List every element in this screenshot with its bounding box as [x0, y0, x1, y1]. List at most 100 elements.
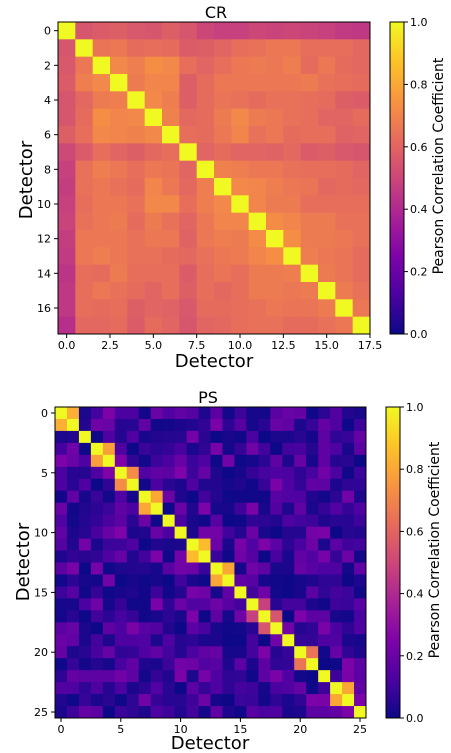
ps-cell [246, 622, 259, 635]
cr-cell [300, 56, 319, 75]
ps-cell [210, 646, 223, 659]
ps-cell [186, 706, 199, 719]
cr-cell [335, 160, 354, 179]
cr-cell [300, 74, 319, 92]
cr-cell [214, 230, 232, 248]
cr-cell [196, 126, 215, 144]
ps-cell [330, 706, 343, 719]
cr-cell [92, 282, 111, 300]
ps-cell [270, 418, 283, 432]
cr-heatmap-cells [58, 22, 371, 335]
cr-cell [248, 282, 267, 300]
ps-cell [354, 454, 367, 468]
cr-cell [300, 195, 319, 214]
ps-cell [210, 502, 223, 516]
cr-cell [231, 264, 250, 283]
cr-cell [127, 160, 146, 179]
ps-cell [318, 418, 331, 432]
ps-cell [270, 706, 283, 719]
ps-cell [150, 646, 164, 659]
ps-cell [222, 466, 235, 480]
ps-cell [90, 694, 104, 707]
ps-cell [90, 562, 104, 575]
ps-cell [138, 430, 152, 444]
cr-cell [352, 178, 371, 196]
ps-cell [114, 490, 128, 504]
ps-cell [318, 562, 331, 575]
ps-cell [55, 466, 68, 480]
ps-cell [246, 610, 259, 623]
cr-cell [196, 22, 215, 40]
ps-cell [234, 526, 247, 539]
ps-cell [234, 478, 247, 492]
ps-cell [318, 622, 331, 635]
cr-cell [231, 195, 250, 214]
ps-cell [246, 430, 259, 444]
ps-cell [330, 658, 343, 671]
ps-cell [150, 466, 164, 480]
cr-cell [283, 143, 302, 162]
ps-cell [270, 694, 283, 707]
ps-cell [294, 454, 307, 468]
cr-cell [248, 160, 267, 179]
cr-cell [196, 264, 215, 283]
cr-cell [318, 91, 336, 110]
ps-cell [114, 658, 128, 671]
ps-cell [66, 407, 80, 420]
ps-cell [234, 574, 247, 587]
cr-cell [127, 299, 146, 318]
cr-cell [58, 108, 76, 127]
ps-cell [102, 502, 116, 516]
ps-cell [102, 694, 116, 707]
cr-cell [179, 39, 198, 58]
ps-cell [342, 490, 355, 504]
ps-cell [102, 682, 116, 695]
ps-cell [342, 466, 355, 480]
ps-cell [210, 478, 223, 492]
ps-cell [294, 502, 307, 516]
ps-cell [55, 502, 68, 516]
ps-cell [222, 430, 235, 444]
cr-cell [92, 126, 111, 144]
ps-cell [162, 514, 176, 528]
ps-cell [294, 418, 307, 432]
cr-cell [231, 178, 250, 196]
cr-cell [162, 56, 180, 75]
cr-x-tick-label: 15.0 [314, 339, 339, 352]
ps-cell [78, 706, 92, 719]
ps-cell [78, 526, 92, 539]
ps-cell [258, 646, 271, 659]
ps-cell [294, 610, 307, 623]
ps-cell [126, 574, 140, 587]
cr-cell [266, 74, 284, 92]
cr-cell [162, 108, 180, 127]
ps-cell [55, 538, 68, 551]
cr-cell [162, 299, 180, 318]
ps-cell [210, 514, 223, 528]
ps-cell [354, 514, 367, 528]
ps-cell [222, 538, 235, 551]
cr-cell [58, 316, 76, 335]
cr-cell [144, 178, 163, 196]
cr-cell [196, 282, 215, 300]
ps-cell [150, 454, 164, 468]
ps-cell [258, 466, 271, 480]
cr-cell [283, 264, 302, 283]
ps-cell [342, 550, 355, 563]
cr-cell [127, 195, 146, 214]
ps-cell [294, 430, 307, 444]
ps-cell [354, 634, 367, 647]
ps-cell [246, 682, 259, 695]
cr-cell [179, 91, 198, 110]
cr-cell [300, 143, 319, 162]
cr-cell [352, 108, 371, 127]
cr-cell [75, 91, 94, 110]
ps-cell [126, 586, 140, 599]
cr-cell [231, 299, 250, 318]
ps-cell [55, 598, 68, 611]
cr-cell [214, 91, 232, 110]
cr-cell [231, 108, 250, 127]
ps-cell [186, 526, 199, 539]
cr-cell [179, 108, 198, 127]
